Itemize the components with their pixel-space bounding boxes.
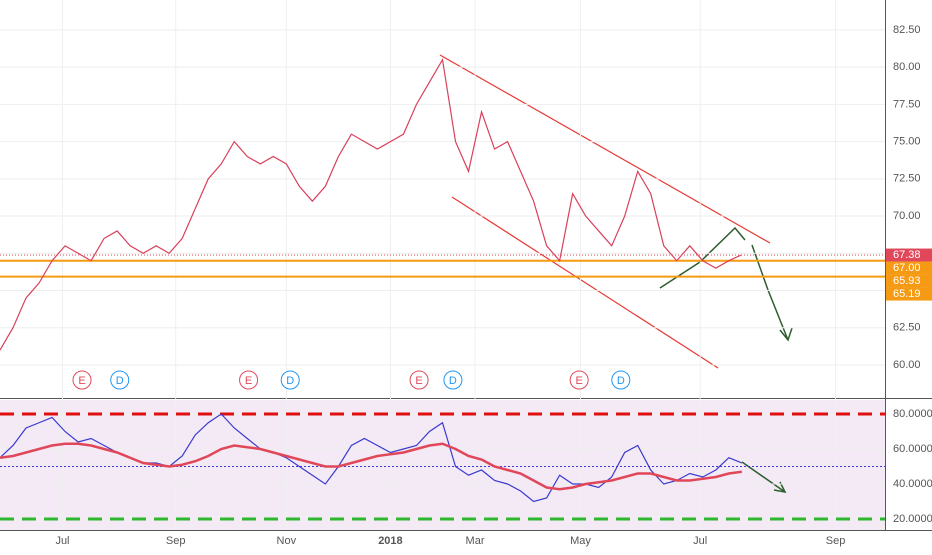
event-marker: [569, 370, 589, 390]
event-label: E: [415, 375, 422, 387]
event-marker: [409, 370, 429, 390]
event-label: E: [78, 375, 85, 387]
y-tick-label: 82.50: [893, 24, 921, 36]
event-marker: [611, 370, 631, 390]
x-tick-label: Sep: [826, 535, 846, 547]
series-line: [0, 57, 743, 351]
price-label-bg: [886, 248, 932, 262]
x-tick-label: May: [570, 535, 591, 547]
y-tick-label: 77.50: [893, 98, 921, 110]
event-marker: [280, 370, 300, 390]
y-tick-label: 72.50: [893, 173, 921, 185]
event-label: E: [575, 375, 582, 387]
rsi-arrow: [741, 461, 786, 493]
y-tick-label: 62.50: [893, 322, 921, 334]
y-tick-label: 60.0000: [893, 443, 932, 455]
y-tick-label: 60.00: [893, 359, 921, 371]
price-label: 67.00: [893, 262, 921, 274]
wave-line: [659, 226, 746, 289]
price-label-bg: [886, 261, 932, 275]
event-label: D: [286, 375, 294, 387]
x-tick-label: Jul: [55, 535, 69, 547]
x-tick-label: Jul: [693, 535, 707, 547]
price-label: 67.38: [893, 249, 921, 261]
y-tick-label: 75.00: [893, 136, 921, 148]
x-tick-label: Mar: [466, 535, 485, 547]
price-label: 65.93: [893, 275, 921, 287]
series-line: [0, 442, 743, 491]
event-marker: [239, 370, 259, 390]
rsi-pane: [0, 400, 885, 530]
event-marker: [443, 370, 463, 390]
y-tick-label: 80.0000: [893, 408, 932, 420]
x-tick-label: 2018: [378, 535, 402, 547]
channel-top: [439, 54, 771, 244]
event-label: E: [245, 375, 252, 387]
arrow-head: [779, 327, 793, 342]
arrow-head: [773, 481, 787, 494]
y-tick-label: 40.0000: [893, 478, 932, 490]
event-label: D: [617, 375, 625, 387]
price-label-bg: [886, 274, 932, 288]
price-label-bg: [886, 287, 932, 301]
x-tick-label: Nov: [277, 535, 297, 547]
event-label: D: [449, 375, 457, 387]
price-label: 65.19: [893, 288, 921, 300]
event-label: D: [116, 375, 124, 387]
y-tick-label: 70.00: [893, 210, 921, 222]
y-tick-label: 80.00: [893, 61, 921, 73]
x-tick-label: Sep: [166, 535, 186, 547]
y-tick-label: 20.0000: [893, 513, 932, 525]
price-pane: [0, 0, 885, 398]
event-marker: [72, 370, 92, 390]
channel-bottom: [451, 196, 719, 369]
event-marker: [110, 370, 130, 390]
